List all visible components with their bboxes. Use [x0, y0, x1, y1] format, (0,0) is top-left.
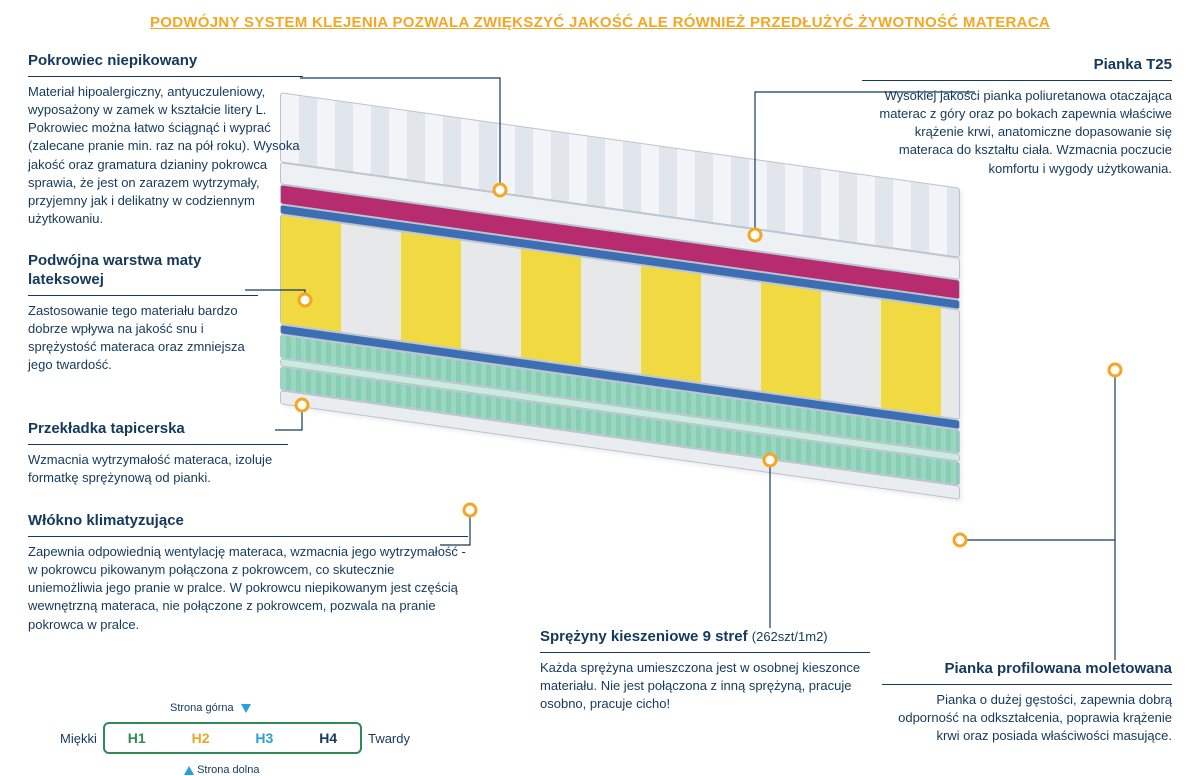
layer-t25 — [280, 162, 960, 280]
layer-molet-bot — [280, 366, 960, 486]
mattress-diagram — [280, 140, 960, 560]
section-title: Włókno klimatyzujące — [28, 512, 468, 537]
layer-tap-top — [280, 204, 960, 310]
section-moletowana: Pianka profilowana moletowana Pianka o d… — [882, 660, 1172, 745]
hardness-scale: Strona górna Miękki H1 H2 H3 H4 Twardy S… — [60, 722, 410, 754]
section-body: Pianka o dużej gęstości, zapewnia dobrą … — [882, 691, 1172, 746]
section-body: Zapewnia odpowiednią wentylację materaca… — [28, 543, 468, 634]
section-tapicerska: Przekładka tapicerska Wzmacnia wytrzymał… — [28, 420, 288, 487]
scale-h4: H4 — [319, 730, 337, 746]
layer-tap-bottom — [280, 324, 960, 430]
layer-base — [280, 390, 960, 500]
scale-bottom-text: Strona dolna — [197, 764, 259, 776]
scale-h1: H1 — [128, 730, 146, 746]
section-t25: Pianka T25 Wysokiej jakości pianka poliu… — [862, 56, 1172, 178]
header-title: PODWÓJNY SYSTEM KLEJENIA POZWALA ZWIĘKSZ… — [0, 0, 1200, 41]
section-title-sub: (262szt/1m2) — [752, 629, 828, 644]
section-title: Pianka profilowana moletowana — [882, 660, 1172, 685]
scale-top-label: Strona górna — [170, 702, 251, 714]
layer-molet-top — [280, 334, 960, 454]
section-title-main: Sprężyny kieszeniowe 9 stref — [540, 628, 748, 645]
scale-right-label: Twardy — [368, 731, 410, 746]
section-title: Pianka T25 — [862, 56, 1172, 81]
section-body: Każda sprężyna umieszczona jest w osobne… — [540, 659, 870, 714]
arrow-down-icon — [241, 704, 251, 713]
section-body: Wysokiej jakości pianka poliuretanowa ot… — [862, 87, 1172, 178]
scale-left-label: Miękki — [60, 731, 97, 746]
section-title: Podwójna warstwa maty lateksowej — [28, 252, 258, 296]
section-body: Zastosowanie tego materiału bardzo dobrz… — [28, 302, 258, 375]
layer-cover — [280, 92, 960, 258]
arrow-up-icon — [184, 766, 194, 775]
scale-top-text: Strona górna — [170, 702, 234, 714]
section-lateks: Podwójna warstwa maty lateksowej Zastoso… — [28, 252, 258, 374]
scale-rect: H1 H2 H3 H4 — [103, 722, 362, 754]
section-klimat: Włókno klimatyzujące Zapewnia odpowiedni… — [28, 512, 468, 634]
layer-latex — [280, 184, 960, 300]
section-title: Sprężyny kieszeniowe 9 stref (262szt/1m2… — [540, 628, 870, 653]
section-pokrowiec: Pokrowiec niepikowany Materiał hipoalerg… — [28, 52, 303, 228]
scale-h2: H2 — [192, 730, 210, 746]
section-title: Przekładka tapicerska — [28, 420, 288, 445]
layer-springs — [280, 214, 960, 420]
section-body: Materiał hipoalergiczny, antyuczuleniowy… — [28, 83, 303, 229]
scale-h3: H3 — [255, 730, 273, 746]
layer-klimat — [280, 358, 960, 462]
section-title: Pokrowiec niepikowany — [28, 52, 303, 77]
scale-bottom-label: Strona dolna — [180, 764, 259, 776]
section-sprezyny: Sprężyny kieszeniowe 9 stref (262szt/1m2… — [540, 628, 870, 713]
section-body: Wzmacnia wytrzymałość materaca, izoluje … — [28, 451, 288, 487]
